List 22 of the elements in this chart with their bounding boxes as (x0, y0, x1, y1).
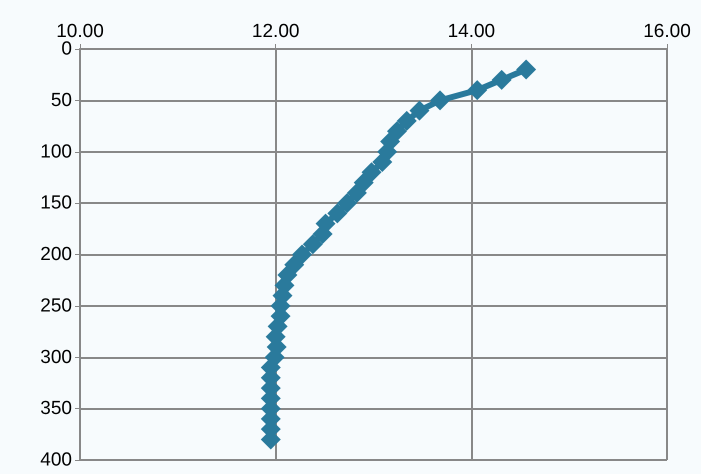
y-tick-label: 200 (40, 244, 72, 265)
y-tick-label: 50 (50, 90, 72, 111)
y-tick-label: 100 (40, 141, 72, 162)
point (327, 203, 348, 224)
point (492, 70, 512, 90)
point (337, 193, 358, 214)
y-tick-label: 300 (40, 346, 72, 368)
x-tick-label: 12.00 (252, 21, 300, 42)
point (430, 90, 450, 110)
y-tick-label: 250 (40, 295, 72, 316)
point (409, 100, 430, 121)
x-tick-label: 16.00 (643, 21, 691, 42)
point (302, 234, 323, 254)
point (292, 244, 312, 264)
point (396, 110, 417, 131)
y-tick-label: 400 (40, 450, 72, 470)
point (467, 80, 488, 100)
point (346, 182, 367, 203)
point (516, 60, 536, 80)
y-tick-label: 350 (40, 398, 72, 420)
x-tick-label: 14.00 (448, 21, 496, 42)
y-tick-label: 150 (40, 192, 72, 214)
